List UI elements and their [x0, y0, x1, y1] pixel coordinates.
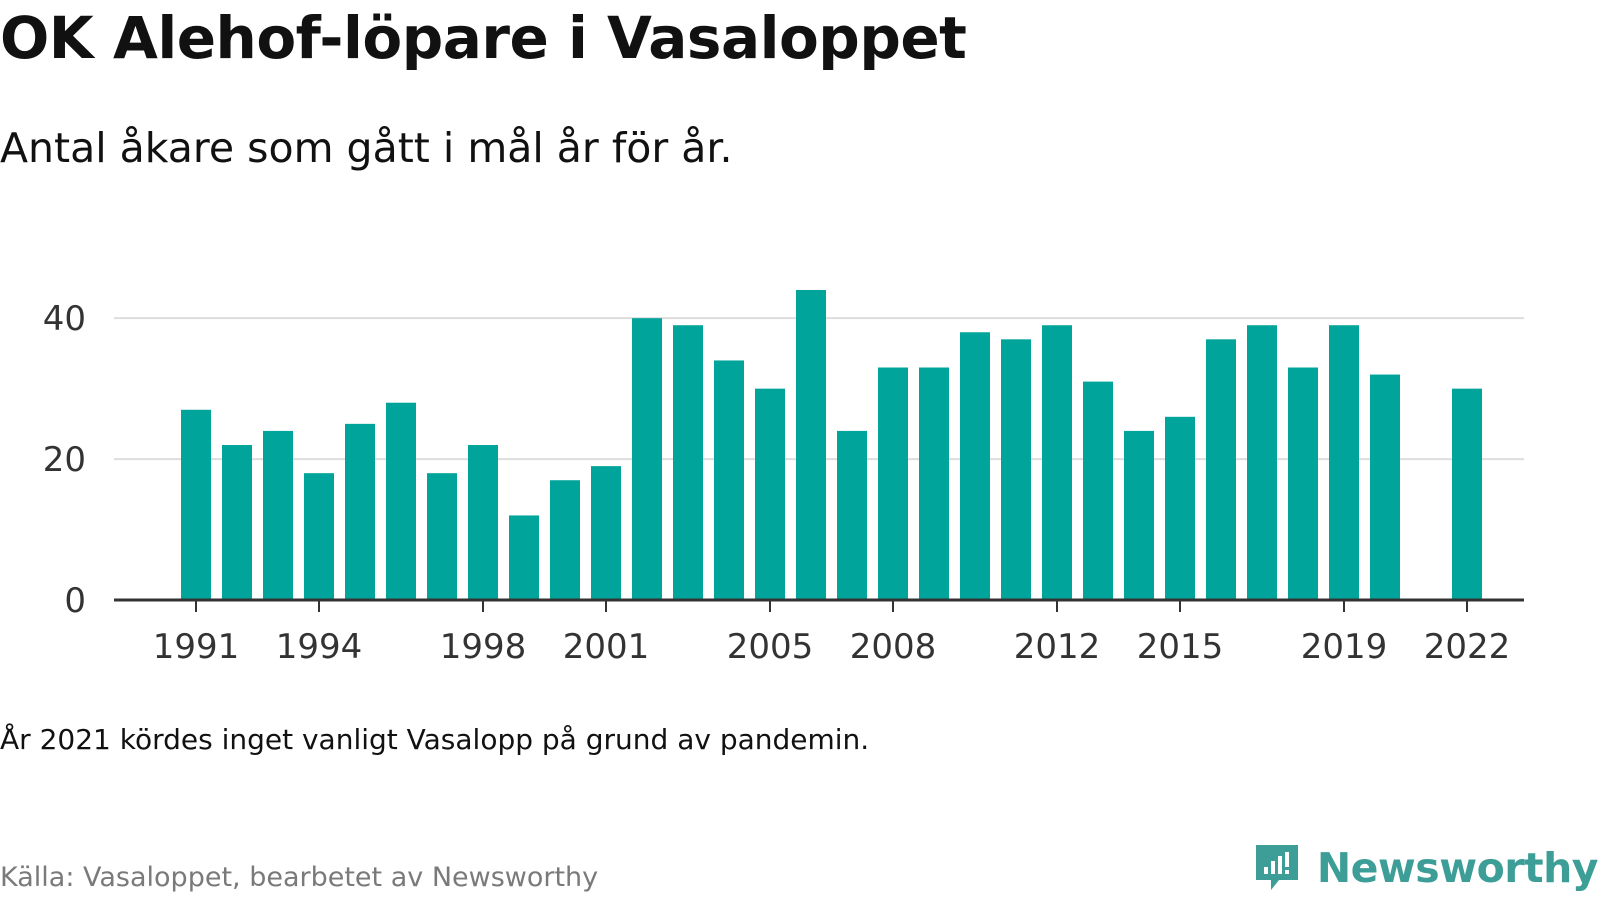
- bar-1996: [386, 402, 416, 600]
- bar-2016: [1206, 339, 1236, 600]
- bar-2010: [960, 332, 990, 600]
- x-tick-label: 2008: [850, 627, 937, 667]
- newsworthy-bar-chart-logo-icon: [1255, 845, 1298, 890]
- y-tick-label: 20: [43, 440, 86, 480]
- x-tick-label: 2019: [1301, 627, 1388, 667]
- bar-2019: [1329, 325, 1359, 600]
- x-tick-label: 2005: [727, 627, 814, 667]
- chart-subtitle: Antal åkare som gått i mål år för år.: [0, 124, 733, 172]
- x-tick-label: 1994: [276, 627, 363, 667]
- bar-2006: [796, 290, 826, 600]
- bar-2008: [878, 367, 908, 600]
- bar-2007: [837, 430, 867, 600]
- chart-title: OK Alehof-löpare i Vasaloppet: [0, 4, 967, 72]
- y-tick-label: 0: [64, 581, 86, 621]
- bar-1997: [427, 473, 457, 600]
- bar-2000: [550, 480, 580, 600]
- source-credit: Källa: Vasaloppet, bearbetet av Newswort…: [0, 862, 599, 893]
- bar-1993: [263, 430, 293, 600]
- brand-logo-lockup: Newsworthy: [1253, 842, 1599, 894]
- bar-2011: [1001, 339, 1031, 600]
- bar-2013: [1083, 381, 1113, 600]
- bar-1999: [509, 515, 539, 600]
- bar-chart: 0 20 40 1991 1994 1998 2001 2005 2008 2012 2015 201…: [43, 290, 1524, 667]
- bar-2005: [755, 388, 785, 600]
- bar-2022: [1452, 388, 1482, 600]
- x-tick-label: 2012: [1014, 627, 1101, 667]
- bar-1994: [304, 473, 334, 600]
- bar-2015: [1165, 416, 1195, 600]
- bar-2020: [1370, 374, 1400, 600]
- bar-2003: [673, 325, 703, 600]
- brand-name: Newsworthy: [1316, 843, 1599, 892]
- x-tick-label: 2001: [563, 627, 650, 667]
- bar-2002: [632, 318, 662, 600]
- bar-1998: [468, 445, 498, 600]
- axes: 0 20 40 1991 1994 1998 2001 2005 2008 2012 2015 201…: [43, 299, 1524, 667]
- bar-2017: [1247, 325, 1277, 600]
- x-tick-label: 1991: [153, 627, 240, 667]
- bar-1995: [345, 423, 375, 600]
- bar-2009: [919, 367, 949, 600]
- bar-1992: [222, 445, 252, 600]
- y-tick-label: 40: [43, 299, 86, 339]
- bar-1991: [181, 409, 211, 600]
- bars: [181, 290, 1482, 600]
- chart-note: År 2021 kördes inget vanligt Vasalopp på…: [0, 723, 870, 756]
- x-tick-label: 1998: [440, 627, 527, 667]
- bar-2001: [591, 466, 621, 600]
- bar-2012: [1042, 325, 1072, 600]
- bar-2018: [1288, 367, 1318, 600]
- bar-2004: [714, 360, 744, 600]
- bar-2014: [1124, 430, 1154, 600]
- x-tick-label: 2022: [1424, 627, 1511, 667]
- x-tick-label: 2015: [1137, 627, 1224, 667]
